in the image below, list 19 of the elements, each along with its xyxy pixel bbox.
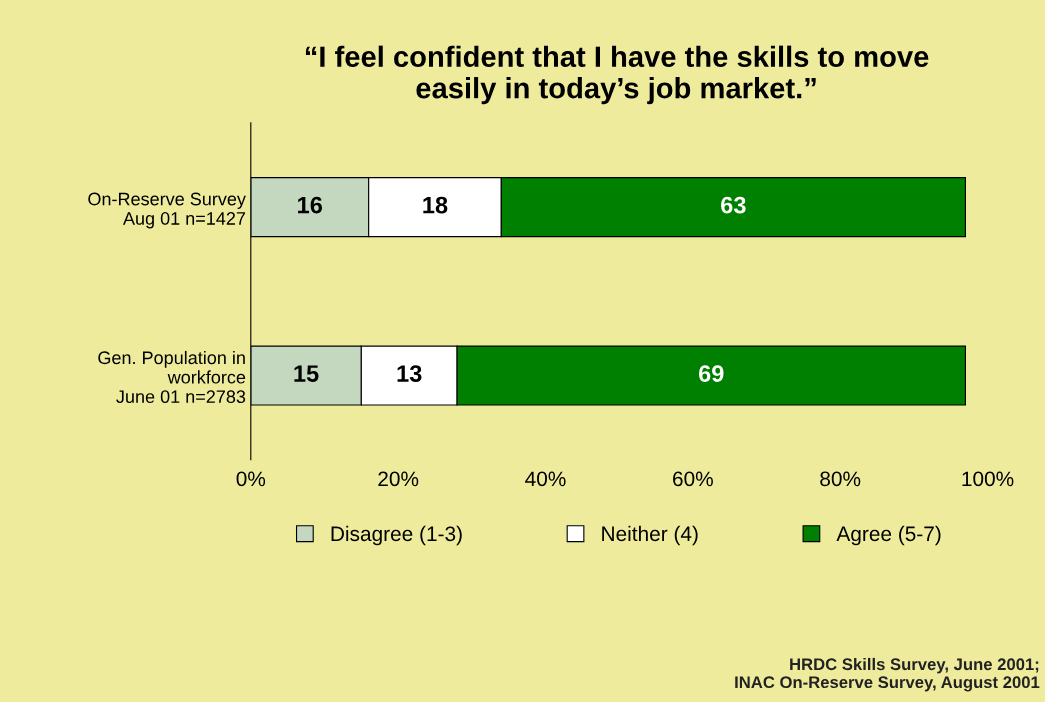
data-label: 13	[397, 365, 422, 382]
x-tick-label: 40%	[525, 471, 566, 487]
chart-title: “I feel confident that I have the skills to move easily in today’s job market.”	[305, 45, 929, 105]
x-tick-label: 0%	[236, 471, 266, 487]
data-label: 16	[298, 196, 323, 214]
legend-label: Neither (4)	[602, 525, 698, 546]
text: HRDC Skills Survey, June 2001; INAC On-Reserve Survey, August 2001	[735, 657, 1040, 692]
y-tick-label: On-Reserve Survey Aug 01 n=1427	[88, 192, 246, 229]
x-tick-label: 20%	[378, 471, 419, 487]
x-tick-label: 60%	[673, 471, 713, 487]
data-label: 63	[721, 196, 746, 214]
legend-label: Disagree (1-3)	[331, 525, 462, 546]
legend-label: Agree (5-7)	[836, 525, 941, 546]
y-tick-label: Gen. Population in workforce June 01 n=2783	[98, 350, 246, 404]
data-label: 15	[294, 365, 319, 382]
data-label: 18	[423, 196, 448, 214]
x-tick-label: 80%	[820, 471, 861, 487]
x-tick-label: 100%	[962, 471, 1014, 487]
data-label: 69	[698, 365, 724, 382]
